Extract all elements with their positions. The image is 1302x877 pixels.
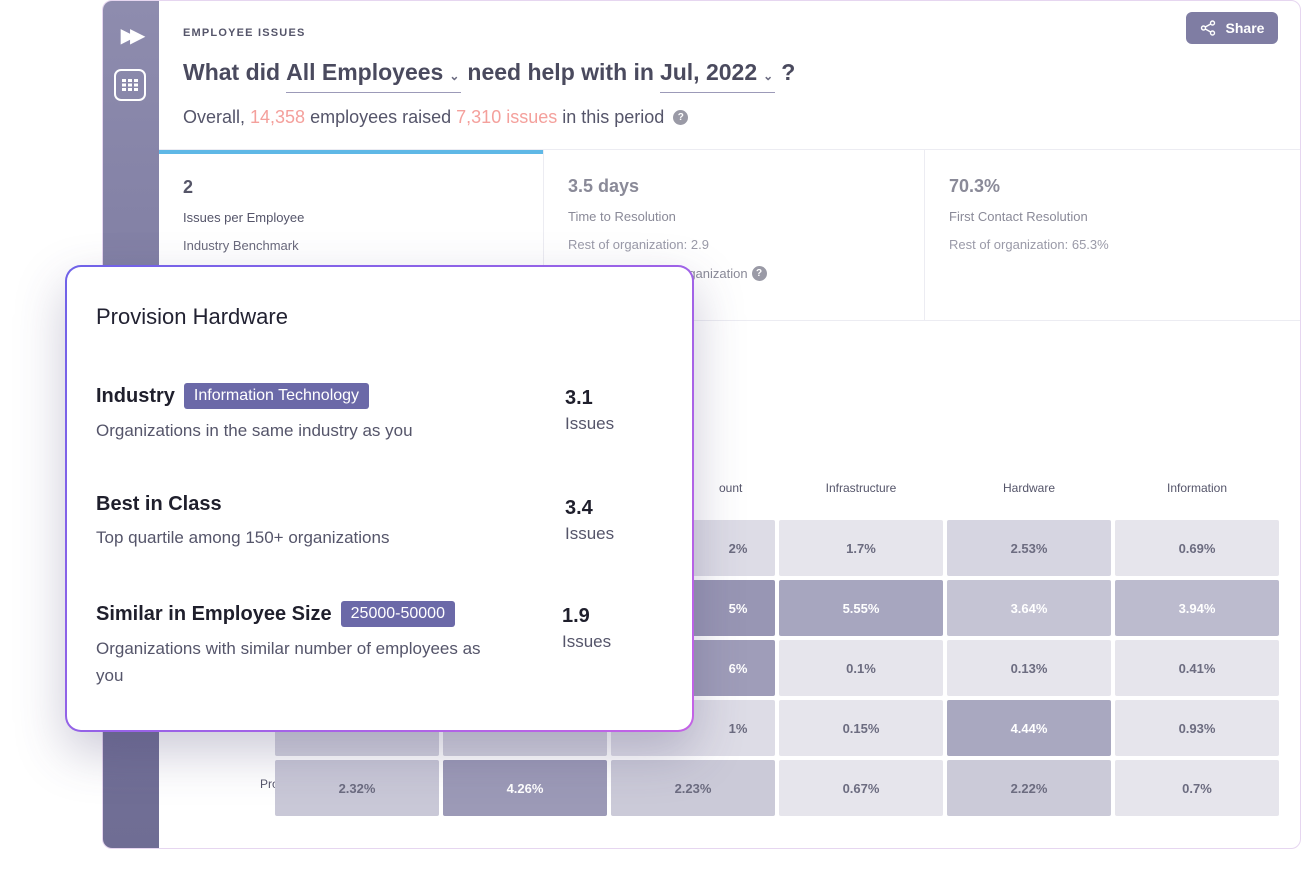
benchmark-popup: Provision Hardware Industry Information … [65, 265, 694, 732]
share-icon [1200, 20, 1215, 36]
benchmark-description: Organizations in the same industry as yo… [96, 421, 413, 440]
question-prefix: What did [183, 59, 281, 85]
metrics-row: 2 Issues per Employee Industry Benchmark… [159, 149, 1300, 321]
table-cell[interactable]: 0.41% [1115, 640, 1279, 696]
period-value: Jul, 2022 [659, 59, 758, 85]
share-label: Share [1225, 20, 1265, 36]
metric-issues-per-employee[interactable]: 2 Issues per Employee Industry Benchmark [159, 150, 543, 320]
table-cell[interactable]: 2.22% [947, 760, 1111, 816]
double-chevron-right-icon[interactable]: ▶▶ [120, 24, 146, 47]
section-label: EMPLOYEE ISSUES [183, 27, 306, 39]
metric-sub: Rest of organization: 2.9 [568, 237, 709, 252]
metric-value: 3.5 days [568, 176, 640, 196]
table-cell[interactable]: 2.53% [947, 520, 1111, 576]
chevron-down-icon: ⌄ [763, 69, 774, 83]
question-suffix: ? [781, 59, 796, 85]
column-header-account[interactable]: ount [719, 481, 743, 495]
metric-sub: Industry Benchmark [183, 238, 299, 253]
benchmark-value: 1.9 [562, 605, 590, 627]
table-cell[interactable]: 1.7% [779, 520, 943, 576]
table-cell[interactable]: 0.15% [779, 700, 943, 756]
employee-count: 14,358 [250, 107, 306, 127]
period-select[interactable]: Jul, 2022 ⌄ [659, 59, 776, 93]
benchmark-employee-size: Similar in Employee Size 25000-50000 Org… [96, 601, 676, 689]
employee-size-tag: 25000-50000 [340, 601, 455, 627]
metric-value: 2 [183, 177, 194, 197]
employee-group-value: All Employees [286, 59, 444, 85]
grid-icon[interactable] [114, 69, 146, 101]
question-middle: need help with in [467, 59, 654, 85]
overall-prefix: Overall, [183, 107, 246, 127]
table-cell[interactable]: 5.55% [779, 580, 943, 636]
benchmark-unit: Issues [565, 524, 615, 543]
column-header-hardware[interactable]: Hardware [1002, 481, 1056, 495]
benchmark-name: Industry [96, 384, 175, 407]
benchmark-description: Top quartile among 150+ organizations [96, 528, 390, 547]
benchmark-unit: Issues [565, 414, 615, 433]
page-question: What did All Employees ⌄ need help with … [183, 59, 795, 93]
metric-label: Time to Resolution [568, 209, 676, 224]
overall-suffix: in this period [562, 107, 665, 127]
benchmark-unit: Issues [562, 632, 612, 651]
share-button[interactable]: Share [1186, 12, 1278, 44]
metric-label: Issues per Employee [183, 210, 305, 225]
table-cell[interactable]: 0.7% [1115, 760, 1279, 816]
main-content: EMPLOYEE ISSUES Share What did All Emplo… [159, 1, 1300, 848]
metric-value: 70.3% [949, 176, 1001, 196]
industry-tag: Information Technology [183, 383, 370, 409]
table-cell[interactable]: 2.23% [611, 760, 775, 816]
employee-group-select[interactable]: All Employees ⌄ [286, 59, 462, 93]
table-cell[interactable]: 2.32% [275, 760, 439, 816]
help-icon[interactable]: ? [673, 110, 689, 125]
table-cell[interactable]: 0.93% [1115, 700, 1279, 756]
table-cell[interactable]: 0.13% [947, 640, 1111, 696]
issue-count: 7,310 issues [456, 107, 558, 127]
help-icon[interactable]: ? [751, 266, 767, 281]
metric-label: First Contact Resolution [949, 209, 1088, 224]
benchmark-value: 3.4 [565, 497, 593, 519]
overall-middle: employees raised [310, 107, 452, 127]
table-cell[interactable]: 3.94% [1115, 580, 1279, 636]
benchmark-name: Best in Class [96, 493, 222, 515]
table-cell[interactable]: 0.69% [1115, 520, 1279, 576]
table-cell[interactable]: 4.44% [947, 700, 1111, 756]
benchmark-name: Similar in Employee Size [96, 602, 332, 625]
table-cell[interactable]: 3.64% [947, 580, 1111, 636]
benchmark-value: 3.1 [565, 387, 593, 409]
metric-first-contact-resolution[interactable]: 70.3% First Contact Resolution Rest of o… [924, 150, 1300, 320]
benchmark-description: Organizations with similar number of emp… [96, 639, 481, 685]
metric-time-to-resolution[interactable]: 3.5 days Time to Resolution Rest of orga… [543, 150, 924, 320]
column-header-infrastructure[interactable]: Infrastructure [825, 481, 897, 495]
metric-sub: Rest of organization: 65.3% [949, 237, 1109, 252]
metric-extra: rganization ? [684, 266, 767, 281]
benchmark-best-in-class: Best in Class Top quartile among 150+ or… [96, 493, 676, 551]
benchmark-industry: Industry Information Technology Organiza… [96, 383, 676, 444]
chevron-down-icon: ⌄ [449, 69, 460, 83]
table-cell[interactable]: 0.1% [779, 640, 943, 696]
table-cell[interactable]: 4.26% [443, 760, 607, 816]
column-header-information[interactable]: Information [1166, 481, 1228, 495]
popup-title: Provision Hardware [96, 304, 288, 329]
metric-extra-text: rganization [684, 266, 748, 281]
overall-summary: Overall, 14,358 employees raised 7,310 i… [183, 107, 689, 128]
table-cell[interactable]: 0.67% [779, 760, 943, 816]
